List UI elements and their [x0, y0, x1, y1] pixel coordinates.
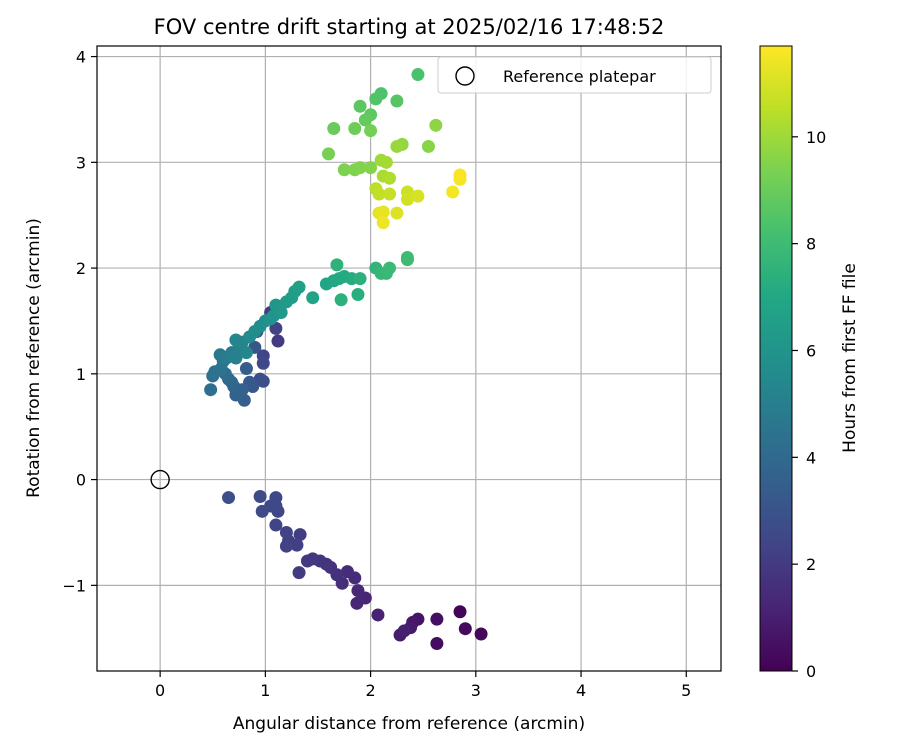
reference-point [150, 469, 170, 490]
data-point [327, 121, 341, 135]
data-point [429, 118, 443, 132]
colorbar: 0 2 4 6 8 10 Hours from first FF file [759, 45, 860, 681]
data-point [364, 161, 378, 175]
data-point [353, 99, 367, 113]
data-point [400, 192, 414, 206]
x-tick-label: 0 [155, 681, 165, 700]
data-point [340, 565, 354, 579]
data-point [453, 168, 467, 182]
data-point [383, 261, 397, 275]
data-point [390, 94, 404, 108]
data-point [430, 637, 444, 651]
data-point [351, 288, 365, 302]
data-point [330, 258, 344, 272]
scatter-points [204, 68, 488, 651]
data-point [474, 627, 488, 641]
data-point [256, 356, 270, 370]
colorbar-label: Hours from first FF file [840, 263, 860, 453]
data-point [369, 92, 383, 106]
data-point [458, 622, 472, 636]
plot-frame [96, 45, 722, 672]
data-point [279, 539, 293, 553]
data-point [222, 491, 236, 505]
data-point [239, 346, 253, 360]
legend-box [437, 56, 712, 94]
y-tick-label: 4 [76, 48, 86, 67]
data-point [239, 362, 253, 376]
data-point [334, 293, 348, 307]
legend: Reference platepar [437, 56, 712, 94]
x-tick-label: 3 [471, 681, 481, 700]
x-ticks: 0 1 2 3 4 5 [155, 671, 691, 700]
data-point [371, 608, 385, 622]
data-point [383, 187, 397, 201]
data-point [271, 334, 285, 348]
data-point [274, 305, 288, 319]
data-point [390, 139, 404, 153]
data-point [390, 206, 404, 220]
data-point [256, 374, 270, 388]
colorbar-tick-label: 6 [806, 341, 816, 360]
data-point [353, 272, 367, 286]
data-point [383, 171, 397, 185]
legend-label: Reference platepar [503, 67, 656, 86]
data-point [269, 321, 283, 335]
data-point [376, 205, 390, 219]
legend-marker-icon [455, 66, 475, 86]
colorbar-gradient [759, 45, 793, 672]
data-point [322, 147, 336, 161]
data-point [376, 216, 390, 230]
data-point [306, 291, 320, 305]
data-point [292, 280, 306, 294]
data-point [411, 68, 425, 82]
data-point [453, 605, 467, 619]
y-tick-label: 3 [76, 153, 86, 172]
data-point [348, 121, 362, 135]
data-point [364, 124, 378, 138]
data-point [229, 333, 243, 347]
data-point [351, 584, 365, 598]
data-point [279, 525, 293, 539]
data-point [411, 189, 425, 203]
data-point [372, 187, 386, 201]
x-tick-label: 4 [576, 681, 586, 700]
data-point [446, 185, 460, 199]
data-point [293, 528, 307, 542]
grid [97, 46, 721, 671]
data-point [269, 518, 283, 532]
data-point [421, 139, 435, 153]
data-point [204, 383, 218, 397]
chart-title: FOV centre drift starting at 2025/02/16 … [154, 15, 665, 39]
colorbar-tick-label: 10 [806, 128, 826, 147]
data-point [379, 155, 393, 169]
colorbar-tick-label: 0 [806, 662, 816, 681]
colorbar-tick-label: 8 [806, 235, 816, 254]
data-point [430, 612, 444, 626]
data-point [337, 163, 351, 177]
data-point [353, 161, 367, 175]
y-tick-label: 2 [76, 259, 86, 278]
x-tick-label: 2 [365, 681, 375, 700]
data-point [400, 251, 414, 265]
y-ticks: −1 0 1 2 3 4 [62, 48, 97, 595]
y-tick-label: 0 [76, 471, 86, 490]
data-point [350, 596, 364, 610]
y-axis-label: Rotation from reference (arcmin) [24, 218, 44, 498]
colorbar-ticks: 0 2 4 6 8 10 [792, 128, 826, 681]
data-point [253, 490, 267, 504]
y-tick-label: −1 [62, 576, 86, 595]
colorbar-tick-label: 4 [806, 448, 816, 467]
y-tick-label: 1 [76, 365, 86, 384]
x-tick-label: 1 [260, 681, 270, 700]
data-point [397, 624, 411, 638]
x-tick-label: 5 [681, 681, 691, 700]
data-point [358, 113, 372, 127]
data-point [255, 504, 269, 518]
x-axis-label: Angular distance from reference (arcmin) [233, 714, 585, 734]
colorbar-tick-label: 2 [806, 555, 816, 574]
data-point [300, 554, 314, 568]
data-point [229, 351, 243, 365]
data-point [292, 566, 306, 580]
